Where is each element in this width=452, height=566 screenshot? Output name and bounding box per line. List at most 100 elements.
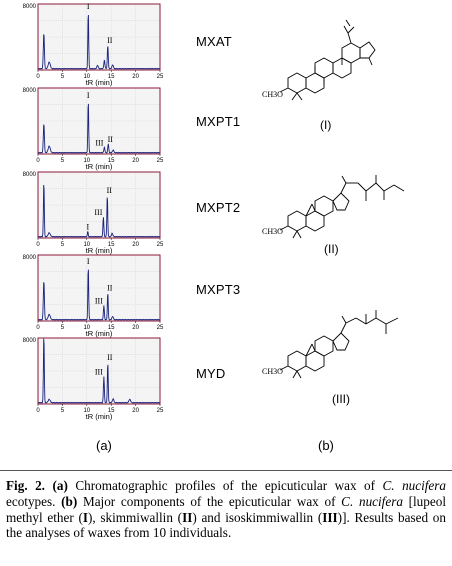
caption-text: Chromatographic profiles of the epicutic… [67,478,383,493]
peak-label: II [107,353,113,362]
x-axis-title: tR (min) [86,78,113,87]
structure-drawing: CH3O [262,19,376,101]
x-axis-title: tR (min) [86,246,113,255]
compound-ref: III [322,509,338,525]
caption-tag-b: (b) [61,493,78,509]
x-tick-label: 10 [83,74,90,80]
peak-label: II [107,186,113,195]
x-tick-label: 0 [36,242,40,248]
x-tick-label: 20 [132,242,139,248]
methoxy-group-label: CH3O [262,90,283,99]
x-tick-label: 20 [132,408,139,414]
caption-text: [lupeol methyl ether ( [6,493,446,525]
chromatogram-trace [37,269,161,321]
peak-label: II [108,135,114,144]
x-axis-title: tR (min) [86,412,113,421]
caption-text: )]. Results based on the analyses of wax… [6,509,446,541]
peak-label: I [87,2,90,11]
structure-label-ii: (II) [324,242,339,256]
compound-ref: II [182,509,193,525]
x-tick-label: 15 [108,74,115,80]
x-tick-label: 10 [83,242,90,248]
x-tick-label: 25 [157,242,164,248]
x-tick-label: 5 [61,74,65,80]
sample-label-mxpt2: MXPT2 [196,200,241,215]
peak-label: I [87,91,90,100]
caption-text: ) and isoskimmiwallin ( [192,509,323,525]
x-tick-label: 25 [157,158,164,164]
y-axis-max-label: 8000 [23,4,37,10]
sample-label-mxat: MXAT [196,34,232,49]
structure-skimmiwallin: CH3O (II) [262,168,416,258]
peak-label: III [95,139,103,148]
structure-label-iii: (III) [332,392,350,406]
peak-label: III [95,296,103,305]
structure-label-i: (I) [320,118,332,132]
x-axis-title: tR (min) [86,162,113,171]
sample-label-mxpt1: MXPT1 [196,114,241,129]
chromatogram-trace [37,103,161,154]
x-tick-label: 10 [83,325,90,331]
x-tick-label: 20 [132,325,139,331]
x-tick-label: 25 [157,74,164,80]
structure-drawing: CH3O [262,175,405,239]
chromatogram-trace [37,338,161,404]
caption-text: ecotypes. [6,493,62,509]
y-axis-max-label: 8000 [23,172,37,178]
chromatogram-mxpt2: 8000 0 5 10 15 20 25 tR (min) I III II [14,170,164,255]
x-tick-label: 0 [36,74,40,80]
chromatogram-trace [37,184,161,238]
plot-frame [37,3,161,71]
y-axis-max-label: 8000 [23,338,37,344]
x-tick-label: 15 [108,325,115,331]
chromatogram-myd: 8000 0 5 10 15 20 25 tR (min) III II [14,336,164,421]
y-axis-max-label: 8000 [23,255,37,261]
caption-text: Major components of the epicuticular wax… [77,493,342,509]
chromatogram-mxpt3: 8000 0 5 10 15 20 25 tR (min) I III II [14,253,164,338]
plot-frame [37,254,161,322]
sample-label-myd: MYD [196,366,226,381]
x-tick-label: 15 [108,158,115,164]
plot-frame [37,171,161,239]
x-tick-label: 20 [132,74,139,80]
plot-frame [37,337,161,405]
chromatogram-mxpt1: 8000 0 5 10 15 20 25 tR (min) I III II [14,86,164,171]
x-tick-label: 15 [108,242,115,248]
methoxy-group-label: CH3O [262,227,283,236]
chromatogram-mxat: 8000 0 5 10 15 20 25 tR (min) I II [14,2,164,87]
peak-label: II [107,36,113,45]
methoxy-group-label: CH3O [262,367,283,376]
peak-label: I [86,223,89,232]
caption-text: ), skimmiwallin ( [87,509,183,525]
peak-label: III [95,368,103,377]
peak-label: I [87,257,90,266]
panel-label-a: (a) [96,438,112,453]
structure-lupeol-methyl-ether: CH3O (I) [262,18,386,132]
sample-label-mxpt3: MXPT3 [196,282,241,297]
compound-ref: I [82,509,88,525]
structure-drawing: CH3O [262,310,399,379]
x-tick-label: 0 [36,408,40,414]
x-tick-label: 20 [132,158,139,164]
x-tick-label: 0 [36,158,40,164]
x-tick-label: 10 [83,158,90,164]
species-name: C. nucifera [382,478,447,493]
peak-label: III [94,208,102,217]
x-tick-label: 5 [61,325,65,331]
species-name: C. nucifera [341,493,403,509]
x-tick-label: 5 [61,408,65,414]
y-axis-max-label: 8000 [23,88,37,94]
x-tick-label: 5 [61,158,65,164]
panel-label-b: (b) [318,438,334,453]
plot-frame [37,87,161,155]
x-tick-label: 25 [157,325,164,331]
x-axis-title: tR (min) [86,329,113,338]
structure-isoskimmiwallin: CH3O (III) [262,308,416,406]
caption-divider [0,470,452,471]
caption-tag-a: (a) [52,478,68,493]
